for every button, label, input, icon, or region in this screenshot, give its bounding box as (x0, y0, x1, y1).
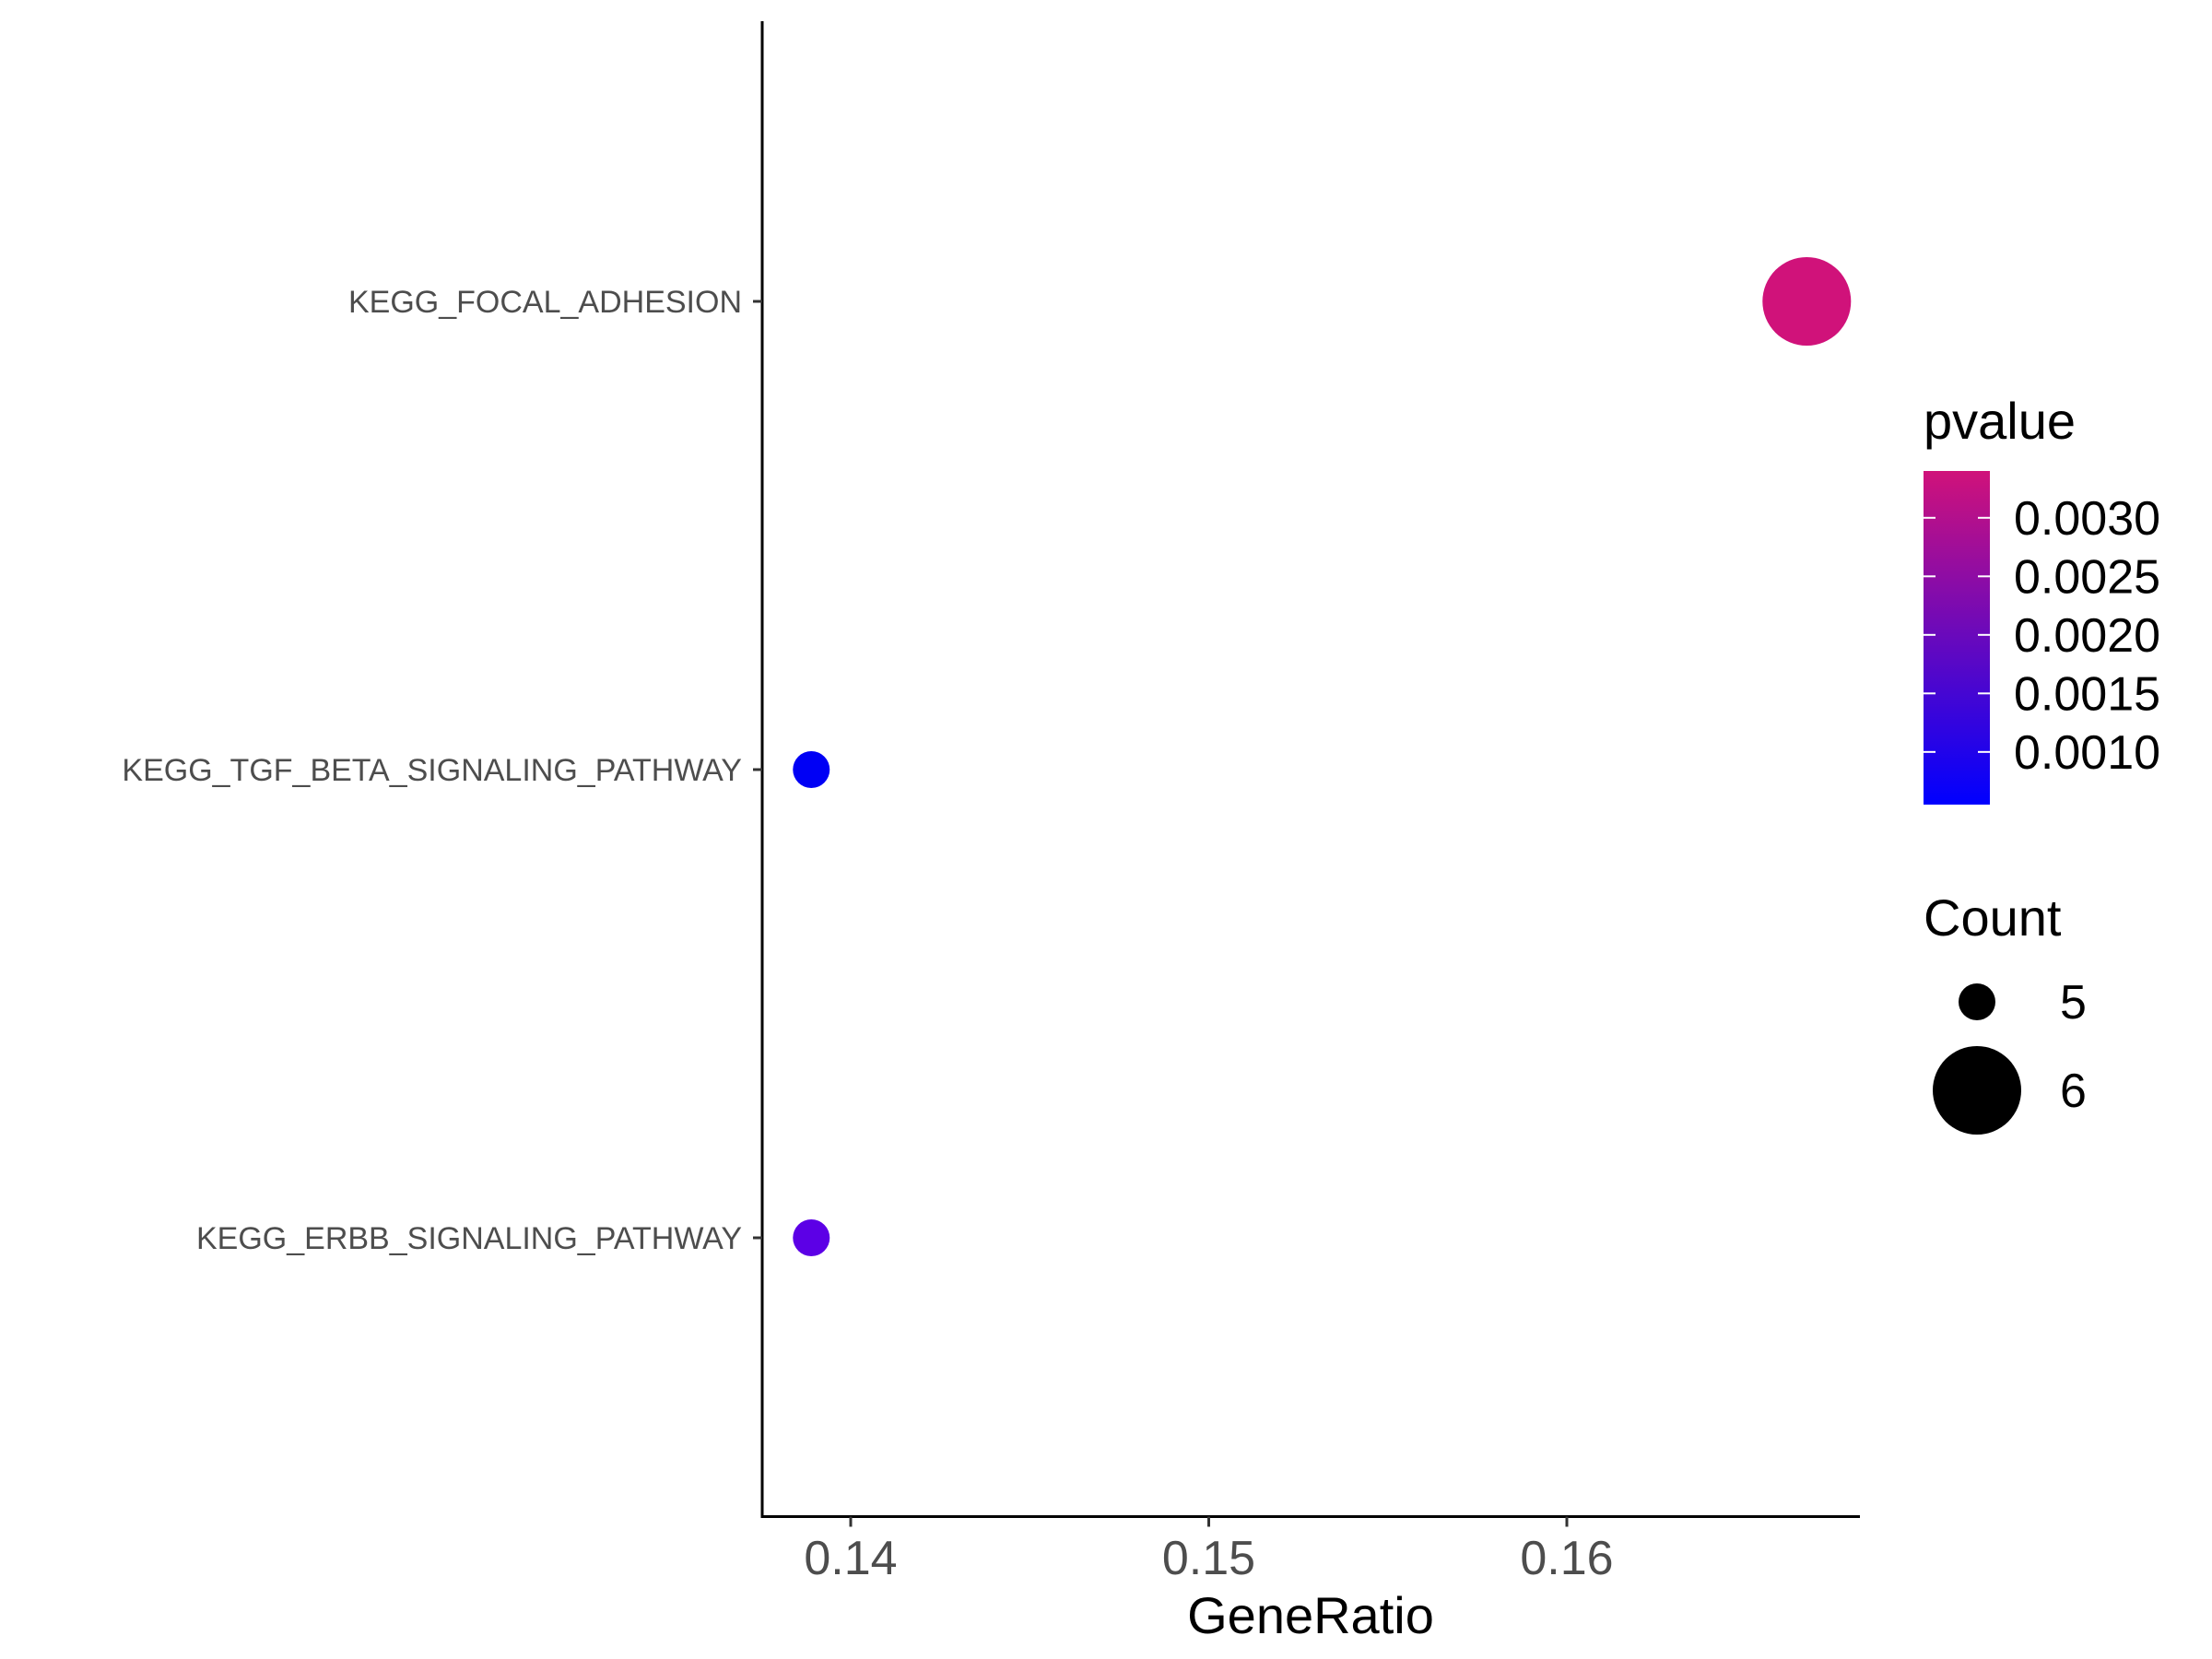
x-tick-label: 0.16 (1520, 1532, 1613, 1585)
pvalue-legend-title: pvalue (1924, 392, 2076, 450)
data-points (793, 257, 1852, 1256)
x-tick-label: 0.15 (1162, 1532, 1255, 1585)
data-point (793, 751, 830, 788)
count-legend-label: 6 (2060, 1065, 2087, 1118)
x-tick-label: 0.14 (804, 1532, 897, 1585)
count-legend-symbol (1933, 1046, 2021, 1135)
y-tick-label: KEGG_ERBB_SIGNALING_PATHWAY (196, 1221, 742, 1256)
count-legend-title: Count (1924, 888, 2062, 947)
colorbar-tick-label: 0.0030 (2014, 492, 2160, 546)
y-tick-label: KEGG_FOCAL_ADHESION (348, 285, 742, 320)
y-tick-label: KEGG_TGF_BETA_SIGNALING_PATHWAY (122, 753, 742, 788)
colorbar-tick-label: 0.0015 (2014, 667, 2160, 721)
count-legend-label: 5 (2060, 976, 2087, 1030)
colorbar-tick-label: 0.0020 (2014, 609, 2160, 663)
colorbar-tick-label: 0.0010 (2014, 726, 2160, 780)
x-axis-ticks: 0.14 0.15 0.16 (804, 1516, 1614, 1585)
count-legend-symbol (1959, 983, 1995, 1020)
data-point (793, 1219, 830, 1256)
plot-panel (760, 21, 1860, 1518)
pvalue-colorbar (1924, 471, 1990, 805)
y-axis-ticks: KEGG_FOCAL_ADHESION KEGG_TGF_BETA_SIGNALI… (122, 285, 762, 1256)
x-axis-title: GeneRatio (1187, 1586, 1434, 1644)
count-legend: Count 56 (1924, 888, 2087, 1135)
colorbar-tick-label: 0.0025 (2014, 550, 2160, 604)
data-point (1762, 257, 1852, 346)
count-legend-entries: 56 (1933, 976, 2087, 1135)
